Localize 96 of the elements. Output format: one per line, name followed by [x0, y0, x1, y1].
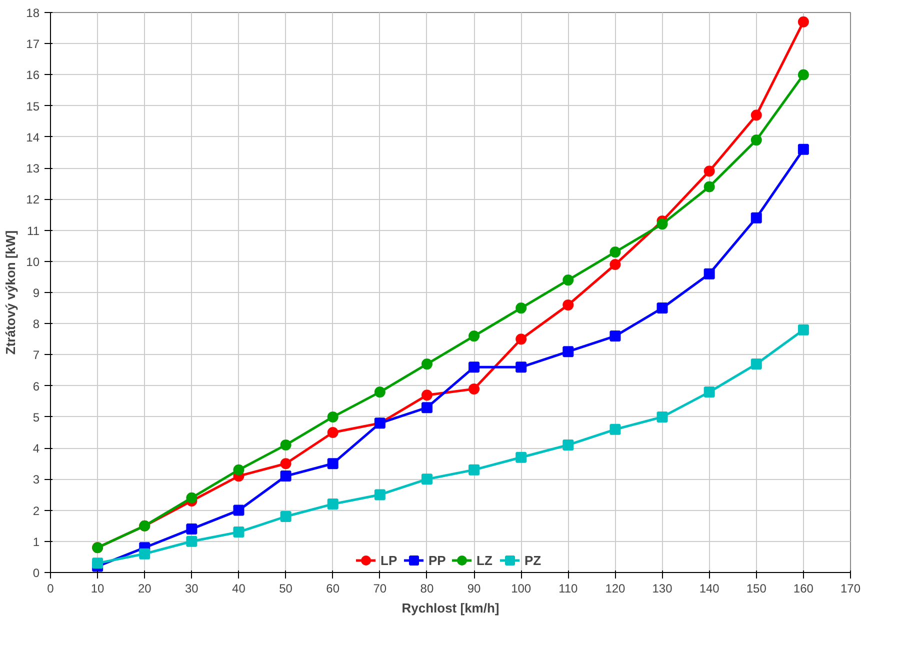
point	[704, 181, 715, 192]
y-tick-label: 12	[26, 192, 40, 207]
point	[374, 386, 386, 398]
point	[327, 458, 338, 470]
legend-label: LZ	[476, 552, 494, 568]
point	[233, 504, 244, 516]
y-tick-label: 5	[32, 410, 40, 424]
x-tick-label: 60	[326, 582, 340, 596]
point	[704, 166, 715, 177]
point	[374, 489, 386, 500]
point	[421, 358, 432, 370]
y-tick-label: 2	[32, 504, 40, 518]
point	[468, 464, 480, 476]
y-tick-label: 10	[26, 254, 40, 269]
point	[327, 498, 338, 510]
point	[516, 334, 527, 345]
point	[327, 411, 338, 422]
x-tick-label: 90	[467, 582, 482, 596]
y-tick-label: 14	[26, 130, 40, 144]
legend-label: PZ	[524, 552, 542, 568]
y-tick-label: 7	[32, 348, 40, 362]
y-tick-label: 0	[32, 566, 40, 580]
point	[468, 383, 480, 394]
y-tick-label: 9	[32, 286, 40, 300]
point	[562, 346, 574, 358]
point	[186, 536, 198, 547]
y-tick-label: 16	[26, 68, 40, 82]
point	[750, 134, 762, 146]
x-tick-label: 170	[840, 582, 861, 596]
point	[421, 390, 432, 401]
y-tick-label: 13	[26, 162, 40, 176]
x-tick-label: 140	[699, 582, 720, 596]
point	[233, 526, 244, 538]
point	[421, 402, 432, 414]
point	[280, 470, 292, 482]
point	[280, 458, 292, 470]
y-tick-label: 17	[26, 37, 40, 52]
x-tick-label: 150	[746, 582, 767, 596]
x-tick-label: 20	[138, 582, 152, 596]
y-tick-label: 8	[32, 317, 40, 332]
point	[139, 548, 150, 560]
y-tick-label: 15	[26, 99, 40, 114]
point	[750, 358, 762, 370]
point	[516, 362, 527, 373]
x-tick-label: 120	[605, 582, 626, 596]
x-tick-label: 160	[793, 582, 814, 596]
y-axis-title: Ztrátový výkon [kW]	[3, 230, 18, 355]
point	[704, 386, 715, 398]
point	[280, 511, 292, 522]
point	[656, 302, 668, 314]
x-tick-label: 30	[185, 582, 199, 596]
point	[92, 558, 104, 569]
x-tick-label: 80	[420, 582, 434, 596]
x-tick-label: 70	[373, 582, 387, 596]
point	[704, 268, 715, 280]
point	[610, 424, 621, 435]
point	[656, 411, 668, 422]
x-tick-label: 110	[558, 582, 578, 596]
x-tick-label: 50	[279, 582, 293, 596]
point	[562, 299, 574, 310]
y-tick-label: 4	[32, 442, 40, 456]
point	[750, 110, 762, 121]
x-axis-title: Rychlost [km/h]	[402, 600, 500, 616]
point	[327, 427, 338, 438]
x-tick-label: 0	[47, 582, 54, 596]
point	[468, 330, 480, 342]
point	[610, 330, 621, 342]
point	[610, 259, 621, 270]
y-tick-label: 1	[32, 534, 40, 549]
point	[233, 464, 244, 476]
point	[186, 523, 198, 534]
x-tick-label: 40	[232, 582, 246, 596]
point	[186, 492, 198, 504]
point	[656, 218, 668, 230]
x-tick-label: 10	[90, 582, 105, 596]
point	[516, 302, 527, 314]
point	[610, 246, 621, 258]
point	[280, 439, 292, 450]
point	[562, 439, 574, 450]
point	[562, 274, 574, 286]
point	[516, 452, 527, 463]
point	[798, 144, 809, 155]
legend-label: LP	[380, 552, 398, 568]
point	[798, 324, 809, 336]
legend-label: PP	[428, 552, 447, 568]
point	[421, 474, 432, 485]
x-tick-label: 100	[511, 582, 532, 596]
point	[750, 212, 762, 224]
y-tick-label: 6	[32, 379, 40, 394]
y-tick-label: 3	[32, 472, 40, 487]
y-tick-label: 18	[26, 6, 40, 20]
point	[798, 16, 809, 28]
x-tick-label: 130	[652, 582, 673, 596]
point	[468, 362, 480, 373]
point	[798, 69, 809, 80]
y-tick-label: 11	[27, 224, 40, 238]
